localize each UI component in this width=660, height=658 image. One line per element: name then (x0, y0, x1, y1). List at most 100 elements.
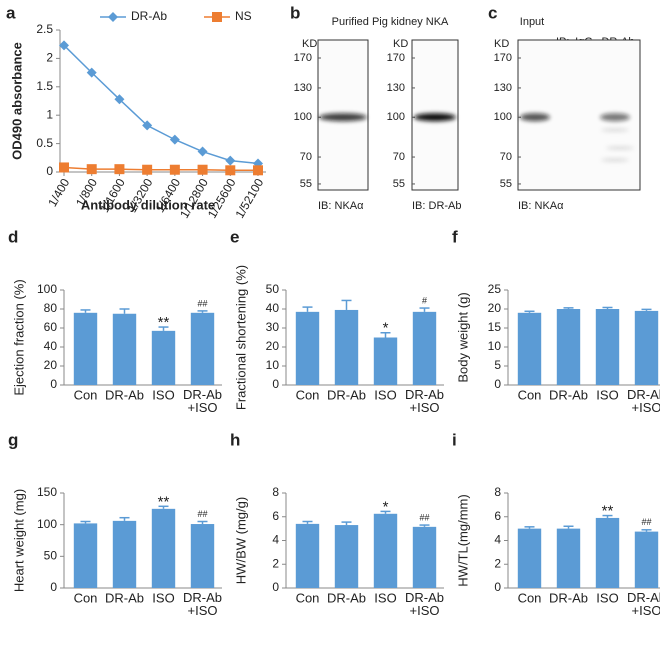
y-tick-label: 150 (37, 485, 57, 499)
y-axis-title: Heart weight (mg) (11, 489, 26, 592)
label-line: +ISO (188, 400, 218, 415)
y-tick-label: 60 (44, 320, 58, 334)
marker-label: 70 (300, 151, 312, 163)
point (142, 120, 153, 131)
y-axis-title: Fractional shortening (%) (233, 265, 248, 410)
label-line: DR-Ab (405, 590, 444, 605)
bar (412, 311, 437, 385)
panel-letter: a (6, 3, 16, 22)
x-tick-label: ISO (374, 590, 396, 605)
marker-label: 170 (387, 52, 405, 64)
significance: ## (419, 512, 429, 522)
label-line: +ISO (410, 603, 440, 618)
bar (634, 310, 659, 385)
y-tick-label: 0 (50, 580, 57, 594)
marker-label: 100 (494, 111, 512, 123)
protein-band (520, 113, 550, 122)
point (86, 67, 97, 78)
point (253, 165, 263, 176)
y-tick-label: 0 (494, 580, 501, 594)
marker-label: 100 (294, 111, 312, 123)
y-tick-label: 0 (494, 377, 501, 391)
bar (151, 508, 176, 588)
bar (517, 312, 542, 385)
y-tick-label: 8 (494, 485, 501, 499)
y-tick-label: 8 (272, 485, 279, 499)
bar (295, 311, 320, 385)
x-tick-label: DR-Ab+ISO (183, 387, 222, 415)
y-axis-title: HW/TL(mg/mm) (455, 494, 470, 586)
y-axis-title: OD490 absorbance (9, 42, 24, 160)
label-line: +ISO (632, 603, 660, 618)
y-axis-title: Body weight (g) (455, 292, 470, 382)
point (225, 155, 236, 166)
label-line: DR-Ab (405, 387, 444, 402)
y-tick-label: 5 (494, 358, 501, 372)
y-tick-label: 100 (37, 517, 57, 531)
bar (556, 528, 581, 588)
y-tick-label: 50 (266, 282, 280, 296)
x-tick-label: DR-Ab (105, 590, 144, 605)
x-tick-label: 1/400 (45, 176, 72, 209)
panel-letter: d (8, 227, 18, 246)
point (197, 164, 208, 175)
y-tick-label: 50 (44, 549, 58, 563)
significance: ## (641, 517, 651, 527)
bar (373, 337, 398, 385)
bar (295, 523, 320, 588)
y-tick-label: 0 (272, 377, 279, 391)
y-tick-label: 2 (272, 556, 279, 570)
x-axis-title: Antibody dilution rate (81, 197, 215, 212)
y-tick-label: 100 (37, 282, 57, 296)
marker-label: 130 (294, 82, 312, 94)
bar (373, 513, 398, 588)
x-tick-label: Con (518, 387, 542, 402)
faint-band (601, 128, 629, 132)
series-line (63, 44, 259, 165)
label-line: +ISO (632, 400, 660, 415)
protein-band (319, 113, 367, 122)
x-tick-label: ISO (152, 590, 174, 605)
x-tick-label: DR-Ab+ISO (183, 590, 222, 618)
bar (151, 330, 176, 385)
panel-letter: i (452, 430, 457, 449)
bar (334, 525, 359, 588)
y-tick-label: 20 (44, 358, 58, 372)
y-tick-label: 1 (46, 107, 53, 121)
point (197, 146, 208, 157)
y-tick-label: 1.5 (36, 79, 53, 93)
y-tick-label: 0 (272, 580, 279, 594)
y-tick-label: 2.5 (36, 22, 53, 36)
protein-band (414, 113, 456, 122)
legend-label: NS (235, 9, 252, 23)
panel-letter: b (290, 3, 300, 22)
probe-label: IB: NKAα (518, 200, 564, 212)
y-tick-label: 6 (272, 509, 279, 523)
blot-title: Input (520, 16, 544, 28)
marker-label: 55 (500, 178, 512, 190)
y-axis-title: HW/BW (mg/g) (233, 497, 248, 584)
significance: ## (197, 509, 207, 519)
y-tick-label: 20 (266, 339, 280, 353)
x-tick-label: DR-Ab+ISO (627, 387, 660, 415)
significance: ## (197, 298, 207, 308)
y-tick-label: 2 (494, 556, 501, 570)
y-tick-label: 4 (494, 533, 501, 547)
marker-label: 100 (387, 111, 405, 123)
label-line: DR-Ab (627, 387, 660, 402)
x-tick-label: DR-Ab+ISO (405, 387, 444, 415)
x-tick-label: DR-Ab (327, 387, 366, 402)
bar (517, 528, 542, 588)
point (142, 164, 153, 175)
label-line: DR-Ab (183, 590, 222, 605)
marker-label: 70 (500, 151, 512, 163)
blot-title: Purified Pig kidney NKA (332, 16, 449, 28)
bar (634, 531, 659, 588)
x-tick-label: DR-Ab (105, 387, 144, 402)
significance: ** (158, 314, 170, 331)
bar (412, 526, 437, 588)
point (59, 162, 69, 173)
bar (556, 309, 581, 385)
bar (73, 312, 98, 385)
